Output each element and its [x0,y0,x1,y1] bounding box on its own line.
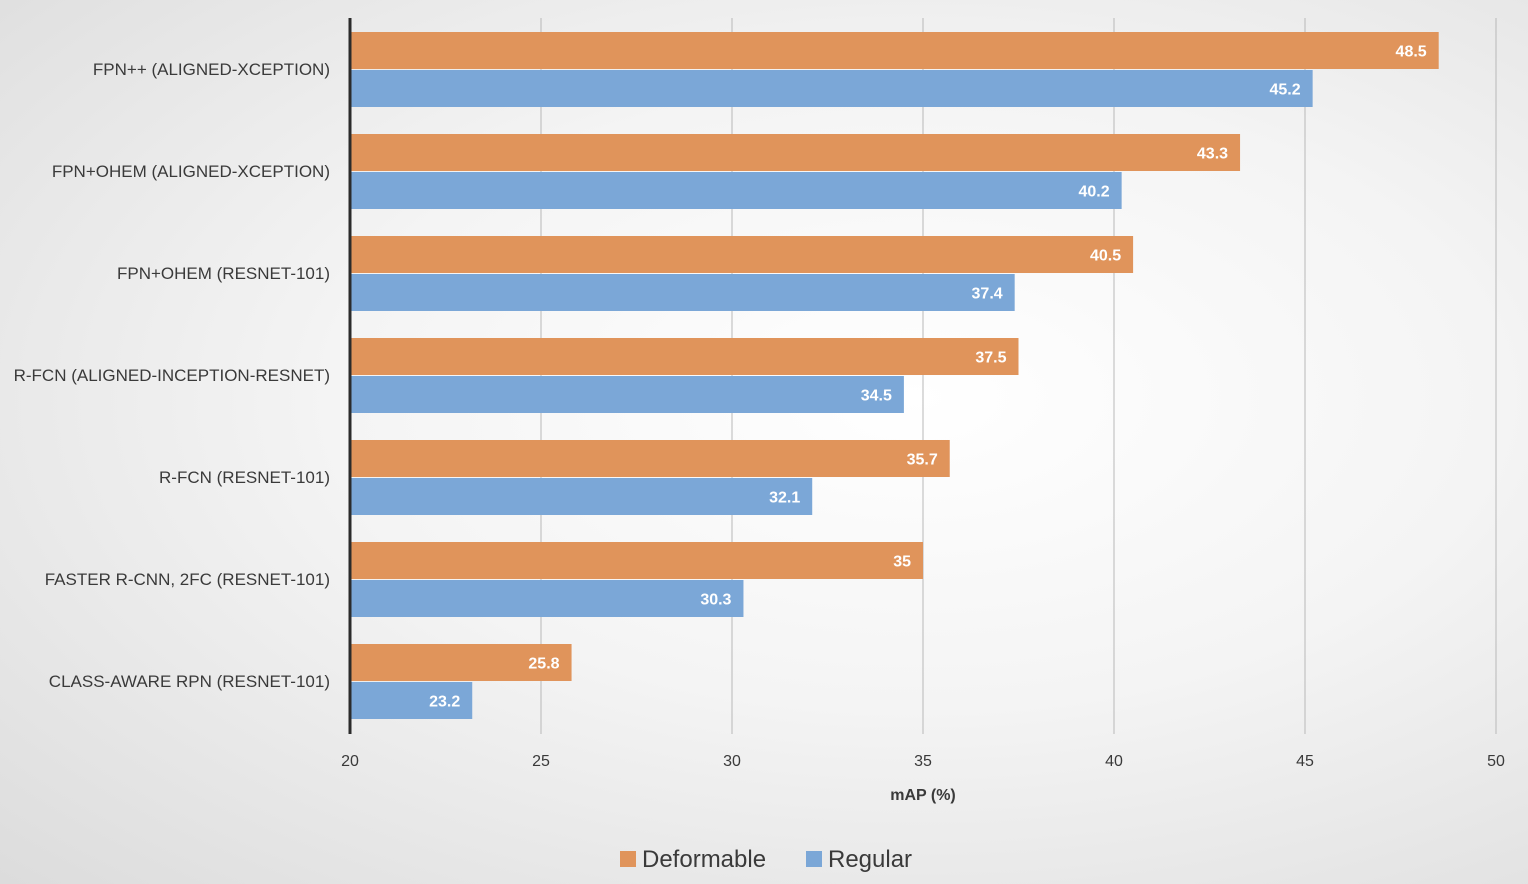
deformable-bar [350,236,1134,273]
legend-label-regular: Regular [828,846,912,873]
x-tick-label: 30 [723,753,741,770]
category-labels: FPN++ (ALIGNED-XCEPTION) FPN+OHEM (ALIGNE… [14,60,330,691]
category-label: R-FCN (RESNET-101) [159,468,330,487]
category-label: FPN+OHEM (RESNET-101) [117,264,330,283]
regular-data-label: 45.2 [1269,82,1300,99]
regular-bar [350,682,473,719]
legend: Deformable Regular [620,846,912,873]
legend-swatch-deformable [620,851,636,867]
regular-data-label: 32.1 [769,490,800,507]
bars [350,32,1439,719]
category-label: CLASS-AWARE RPN (RESNET-101) [49,672,330,691]
regular-bar [350,274,1015,311]
deformable-data-label: 43.3 [1197,146,1228,163]
deformable-data-label: 25.8 [528,656,559,673]
regular-data-label: 40.2 [1078,184,1109,201]
deformable-bar [350,440,950,477]
x-axis-title: mAP (%) [890,787,956,804]
regular-data-label: 34.5 [861,388,892,405]
deformable-bar [350,134,1241,171]
x-tick-label: 50 [1487,753,1505,770]
data-labels: 48.5 45.2 43.3 40.2 40.5 37.4 37.5 34.5 35.7 32.1… [429,44,1427,711]
category-label: FPN+OHEM (ALIGNED-XCEPTION) [52,162,330,181]
category-label: R-FCN (ALIGNED-INCEPTION-RESNET) [14,366,330,385]
deformable-bar [350,338,1019,375]
legend-swatch-regular [806,851,822,867]
regular-bar [350,478,813,515]
regular-data-label: 30.3 [700,592,731,609]
x-tick-label: 20 [341,753,359,770]
deformable-bar [350,644,572,681]
deformable-bar [350,542,923,579]
x-tick-label: 40 [1105,753,1123,770]
category-label: FASTER R-CNN, 2FC (RESNET-101) [45,570,330,589]
deformable-data-label: 37.5 [975,350,1006,367]
regular-bar [350,70,1313,107]
deformable-data-label: 40.5 [1090,248,1121,265]
deformable-bar [350,32,1439,69]
x-tick-label: 35 [914,753,932,770]
regular-data-label: 23.2 [429,694,460,711]
x-tick-labels: 20 25 30 35 40 45 50 [341,753,1505,770]
x-tick-label: 25 [532,753,550,770]
regular-bar [350,580,744,617]
deformable-data-label: 35 [893,554,911,571]
regular-bar [350,172,1122,209]
x-tick-label: 45 [1296,753,1314,770]
regular-data-label: 37.4 [972,286,1003,303]
category-label: FPN++ (ALIGNED-XCEPTION) [93,60,330,79]
deformable-data-label: 48.5 [1396,44,1427,61]
legend-label-deformable: Deformable [642,846,766,873]
regular-bar [350,376,904,413]
deformable-data-label: 35.7 [907,452,938,469]
